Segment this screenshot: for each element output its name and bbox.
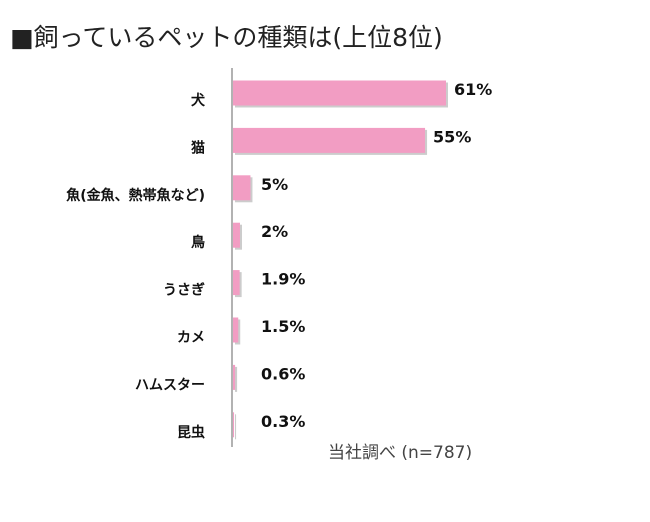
category-label: 魚(金魚、熱帯魚など): [66, 187, 205, 204]
category-label: 犬: [191, 92, 206, 109]
bar: [233, 364, 236, 390]
value-label: 5%: [261, 175, 288, 194]
bar: [233, 80, 446, 106]
bar-shadow: [235, 366, 238, 392]
source-note: 当社調べ (n=787): [328, 443, 473, 463]
value-label: 1.9%: [261, 270, 305, 289]
bar: [233, 412, 235, 438]
chart-title: ■飼っているペットの種類は(上位8位): [10, 23, 443, 52]
category-label: カメ: [177, 330, 205, 346]
bar: [233, 175, 251, 201]
bar: [233, 222, 240, 248]
value-label: 1.5%: [261, 317, 305, 336]
value-label: 2%: [261, 222, 288, 241]
value-label: 0.3%: [261, 412, 305, 431]
category-label: 猫: [191, 139, 205, 156]
category-label: 鳥: [191, 234, 205, 251]
bar: [233, 127, 426, 153]
category-label: 昆虫: [177, 424, 205, 441]
category-label: うさぎ: [163, 282, 205, 299]
bar: [233, 270, 240, 296]
bar: [233, 317, 239, 343]
value-label: 61%: [454, 80, 492, 99]
bar-shadow: [235, 414, 237, 440]
value-label: 0.6%: [261, 364, 305, 383]
category-label: ハムスター: [135, 377, 205, 393]
value-label: 55%: [433, 127, 471, 146]
